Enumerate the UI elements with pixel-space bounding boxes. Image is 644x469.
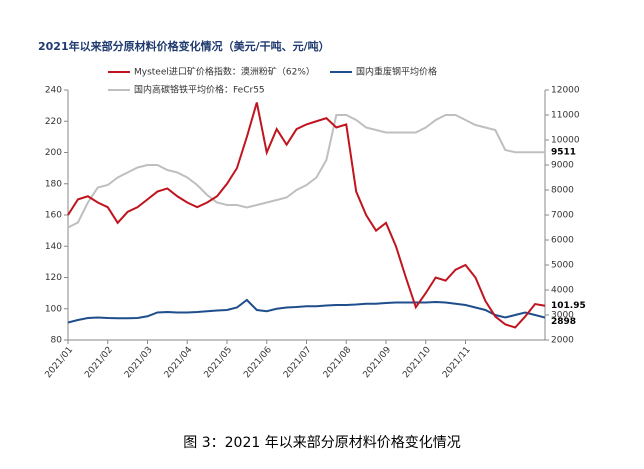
x-tick-label: 2021/05	[203, 345, 235, 380]
legend-label: 国内高碳铬铁平均价格：FeCr55	[134, 84, 265, 96]
x-tick-label: 2021/02	[83, 345, 115, 380]
series-line	[67, 298, 546, 324]
chart-title: 2021年以来部分原材料价格变化情况（美元/干吨、元/吨）	[38, 39, 330, 53]
series-line	[67, 114, 545, 229]
end-label: 101.95	[551, 301, 586, 311]
y-tick-label: 120	[45, 273, 62, 283]
end-label: 9511	[551, 148, 576, 158]
y2-tick-label: 11000	[551, 111, 580, 121]
y2-tick-label: 3000	[551, 311, 574, 321]
y-tick-label: 220	[45, 117, 62, 127]
x-tick-label: 2021/03	[123, 345, 155, 380]
y2-tick-label: 9000	[551, 161, 574, 171]
y2-tick-label: 6000	[551, 236, 574, 246]
x-tick-label: 2021/08	[322, 345, 354, 380]
x-tick-label: 2021/09	[362, 345, 394, 380]
y-tick-label: 140	[45, 242, 62, 252]
caption: 图 3：2021 年以来部分原材料价格变化情况	[183, 435, 460, 451]
y2-tick-label: 12000	[551, 86, 580, 96]
x-tick-label: 2021/06	[242, 345, 274, 380]
y2-tick-label: 10000	[551, 136, 580, 146]
y2-tick-label: 2000	[551, 336, 574, 346]
y-tick-label: 180	[45, 179, 62, 189]
y2-tick-label: 5000	[551, 261, 574, 271]
y-tick-label: 160	[45, 211, 62, 221]
x-tick-label: 2021/10	[401, 345, 433, 380]
y-tick-label: 240	[45, 86, 62, 96]
series-line	[67, 102, 546, 329]
y2-tick-label: 4000	[551, 286, 574, 296]
x-tick-label: 2021/04	[163, 345, 195, 380]
legend-label: 国内重废钢平均价格	[356, 66, 437, 78]
y-tick-label: 100	[45, 304, 62, 314]
end-label: 2898	[551, 317, 576, 327]
x-tick-label: 2021/07	[282, 345, 314, 380]
y2-tick-label: 8000	[551, 186, 574, 196]
y-tick-label: 80	[51, 336, 63, 346]
y-tick-label: 200	[45, 148, 62, 158]
y2-tick-label: 7000	[551, 211, 574, 221]
x-tick-label: 2021/01	[44, 345, 76, 380]
legend-label: Mysteel进口矿价格指数：澳洲粉矿（62%）	[134, 66, 315, 78]
x-tick-label: 2021/11	[441, 345, 473, 380]
